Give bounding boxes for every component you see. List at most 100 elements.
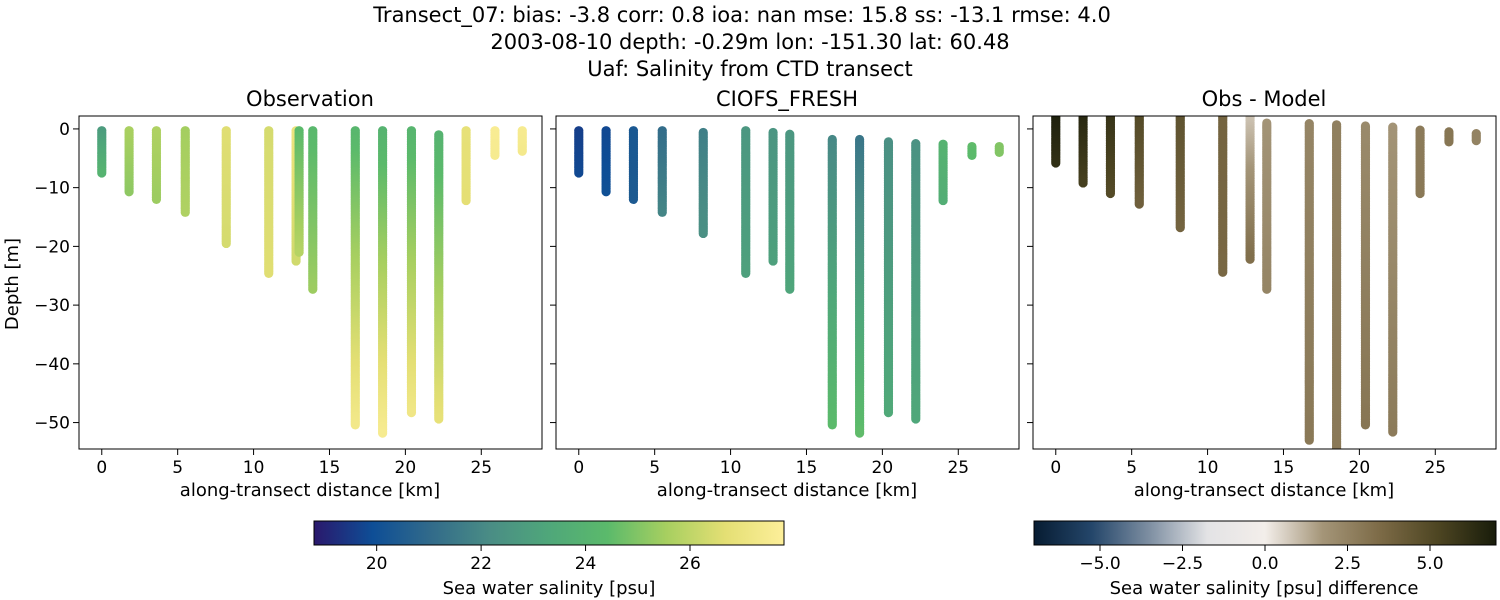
profile-14 — [1471, 129, 1481, 146]
profile-5 — [1218, 116, 1228, 277]
profile-9 — [1332, 120, 1342, 449]
profile-13 — [967, 141, 977, 160]
x-tick-label: 20 — [1349, 458, 1371, 478]
data-point — [628, 194, 639, 204]
data-point — [938, 195, 948, 206]
profile-11 — [406, 126, 417, 418]
figure-title-line-3: Uaf: Salinity from CTD transect — [587, 57, 913, 81]
profile-3 — [657, 126, 667, 217]
profile-7 — [785, 129, 795, 294]
x-tick-label: 10 — [243, 458, 265, 478]
x-tick-label: 15 — [319, 458, 341, 478]
xlabel-observation: along-transect distance [km] — [180, 480, 440, 501]
x-tick-label: 15 — [1273, 458, 1295, 478]
profile-0 — [1051, 116, 1061, 168]
data-point — [517, 146, 527, 156]
profile-1 — [1078, 116, 1088, 188]
data-point — [406, 407, 417, 418]
profile-2 — [151, 126, 162, 204]
data-point — [1332, 445, 1342, 449]
data-point — [490, 150, 500, 160]
data-point — [785, 284, 795, 294]
ylabel-depth: Depth [m] — [2, 238, 23, 330]
profile-12 — [434, 130, 444, 424]
panel-model: CIOFS_FRESH 0 5 10 15 20 25 along-transect di… — [550, 87, 1020, 501]
data-point — [911, 414, 921, 424]
colorbar-salinity-ticks: 20 22 24 26 — [366, 545, 701, 574]
colorbar-difference-label: Sea water salinity [psu] difference — [1110, 578, 1419, 599]
profile-6 — [1245, 116, 1255, 264]
data-point — [657, 207, 667, 217]
x-tick-label: 20 — [395, 458, 417, 478]
x-tick-label: 5 — [172, 458, 183, 478]
data-point — [1134, 199, 1144, 209]
profile-11 — [1388, 122, 1398, 437]
y-tick-label: 0 — [59, 120, 70, 140]
model-ticks: 0 5 10 15 20 25 — [550, 128, 969, 478]
data-point — [768, 256, 778, 266]
profile-13 — [1444, 127, 1454, 147]
colorbar-tick-label: 26 — [679, 554, 701, 574]
observation-ticks: 0 5 10 15 20 25 0 −10 −20 −30 −40 −50 — [34, 120, 492, 478]
data-point — [264, 268, 274, 278]
axes-frame-difference — [1032, 115, 1497, 450]
colorbar-salinity: 20 22 24 26 Sea water salinity [psu] — [313, 520, 785, 599]
colorbar-difference: −5.0 −2.5 0.0 2.5 5.0 Sea water salinity [ps… — [1033, 520, 1497, 599]
y-tick-label: −10 — [34, 179, 70, 199]
panel-observation: Observation 0 5 10 15 20 25 0 −10 −20 −30 −40 −50 a… — [2, 87, 543, 501]
x-tick-label: 10 — [1197, 458, 1219, 478]
data-point — [221, 238, 231, 249]
x-tick-label: 15 — [796, 458, 818, 478]
profile-9 — [350, 126, 360, 430]
data-point — [291, 256, 301, 266]
data-point — [1078, 178, 1088, 188]
colorbar-tick-label: 0.0 — [1251, 554, 1278, 574]
xlabel-difference: along-transect distance [km] — [1134, 480, 1394, 501]
profile-4 — [221, 126, 231, 249]
data-point — [601, 187, 611, 197]
profile-0 — [574, 126, 584, 178]
x-tick-label: 20 — [872, 458, 894, 478]
figure-title-line-1: Transect_07: bias: -3.8 corr: 0.8 ioa: n… — [372, 3, 1111, 28]
data-point — [1304, 435, 1314, 445]
y-tick-label: −20 — [34, 237, 70, 257]
colorbar-difference-bar — [1033, 520, 1497, 546]
data-point — [1415, 188, 1425, 199]
x-tick-label: 5 — [649, 458, 660, 478]
profile-0 — [97, 126, 107, 178]
data-point — [294, 247, 304, 257]
profile-13 — [461, 126, 471, 206]
data-point — [1175, 222, 1185, 233]
x-tick-label: 25 — [470, 458, 492, 478]
data-point — [855, 428, 865, 438]
data-point — [741, 268, 751, 278]
profile-14 — [994, 141, 1004, 158]
profile-7 — [294, 126, 304, 257]
axes-frame-observation — [78, 115, 543, 450]
profile-1 — [601, 126, 611, 197]
y-tick-label: −30 — [34, 296, 70, 316]
colorbar-salinity-bar — [313, 520, 785, 546]
data-point — [151, 194, 162, 204]
data-point — [1218, 267, 1228, 277]
profile-8 — [1304, 119, 1314, 445]
profile-5 — [741, 126, 751, 278]
data-point — [1388, 427, 1398, 437]
data-point — [1262, 284, 1272, 294]
profile-2 — [1105, 116, 1116, 199]
data-point — [883, 407, 894, 418]
profile-2 — [628, 126, 639, 204]
profile-10 — [883, 137, 894, 418]
data-point — [994, 147, 1004, 158]
data-point — [1105, 188, 1116, 199]
colorbar-tick-label: 2.5 — [1334, 554, 1361, 574]
panel-title-observation: Observation — [246, 87, 374, 111]
profile-8 — [827, 134, 837, 430]
x-tick-label: 0 — [1050, 458, 1061, 478]
axes-frame-model — [555, 115, 1020, 450]
panel-title-difference: Obs - Model — [1202, 87, 1327, 111]
profile-10 — [1360, 121, 1371, 430]
profile-7 — [1262, 118, 1272, 294]
data-point — [574, 168, 584, 178]
